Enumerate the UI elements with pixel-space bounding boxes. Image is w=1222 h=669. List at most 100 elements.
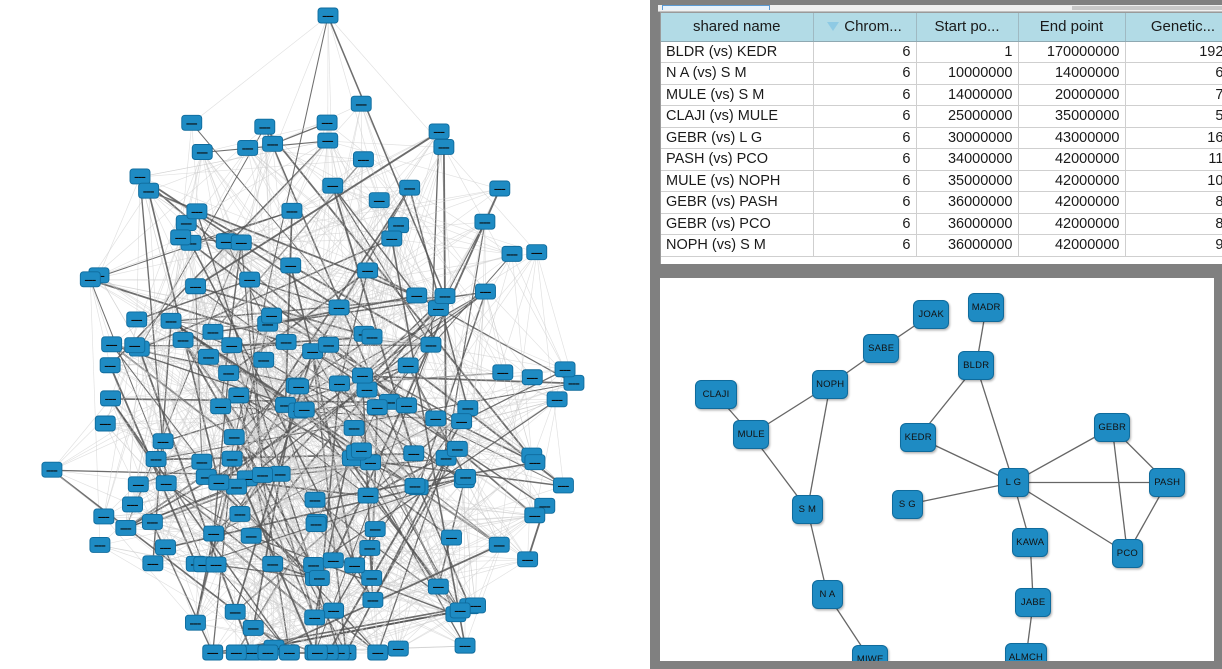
subnetwork-node-gebr[interactable]: GEBR: [1094, 413, 1131, 442]
cell-genetic[interactable]: 10.5: [1125, 170, 1222, 192]
cell-shared_name[interactable]: NOPH (vs) S M: [661, 234, 814, 257]
table-row[interactable]: NOPH (vs) S M636000000420000009.9: [661, 234, 1222, 257]
cell-genetic[interactable]: 7.5: [1125, 84, 1222, 106]
hairball-node[interactable]: [253, 351, 275, 368]
hairball-node[interactable]: [203, 525, 225, 542]
hairball-node[interactable]: [420, 336, 442, 353]
hairball-node[interactable]: [455, 468, 477, 485]
subnetwork-node-joak[interactable]: JOAK: [913, 300, 950, 329]
hairball-node[interactable]: [242, 620, 264, 636]
hairball-node[interactable]: [141, 513, 163, 530]
cell-end_point[interactable]: 42000000: [1018, 234, 1126, 257]
table-row[interactable]: MULE (vs) S M614000000200000007.5: [661, 84, 1222, 106]
hairball-node[interactable]: [138, 182, 160, 199]
hairball-node[interactable]: [524, 507, 546, 524]
hairball-node[interactable]: [350, 442, 372, 459]
hairball-node[interactable]: [425, 410, 447, 427]
hairball-node[interactable]: [387, 640, 409, 657]
cell-genetic[interactable]: 8.9: [1125, 191, 1222, 214]
subnetwork-node-s-m[interactable]: S M: [792, 495, 823, 524]
hairball-node[interactable]: [99, 357, 121, 374]
hairball-node[interactable]: [221, 337, 243, 354]
hairball-node[interactable]: [322, 552, 344, 569]
cell-end_point[interactable]: 43000000: [1018, 127, 1126, 149]
subnetwork-node-kedr[interactable]: KEDR: [900, 423, 937, 452]
hairball-node[interactable]: [318, 336, 340, 353]
hairball-node[interactable]: [350, 95, 372, 112]
hairball-node[interactable]: [262, 135, 284, 152]
hairball-node[interactable]: [361, 328, 383, 345]
horizontal-scrollbar-thumb[interactable]: [1072, 6, 1222, 10]
hairball-node[interactable]: [357, 487, 379, 504]
cell-genetic[interactable]: 16.9: [1125, 127, 1222, 149]
cell-genetic[interactable]: 192.0: [1125, 41, 1222, 63]
subnetwork-node-l-g[interactable]: L G: [998, 468, 1029, 497]
hairball-node[interactable]: [184, 614, 206, 631]
hairball-node[interactable]: [475, 283, 496, 300]
cell-end_point[interactable]: 42000000: [1018, 213, 1126, 235]
hairball-node[interactable]: [229, 506, 251, 522]
hairball-node[interactable]: [305, 516, 327, 532]
hairball-node[interactable]: [501, 245, 523, 262]
hairball-node[interactable]: [208, 474, 230, 491]
hairball-node[interactable]: [89, 536, 111, 553]
cell-shared_name[interactable]: MULE (vs) NOPH: [661, 170, 814, 192]
hairball-node[interactable]: [427, 578, 449, 595]
hairball-node[interactable]: [361, 569, 383, 586]
hairball-node[interactable]: [275, 333, 297, 350]
active-tab-indicator[interactable]: [662, 5, 770, 10]
cell-start_point[interactable]: 35000000: [916, 170, 1019, 192]
hairball-node[interactable]: [191, 453, 213, 470]
cell-chromosome[interactable]: 6: [813, 191, 917, 214]
hairball-node[interactable]: [449, 602, 471, 619]
hairball-node[interactable]: [381, 230, 403, 247]
cell-end_point[interactable]: 35000000: [1018, 105, 1126, 128]
hairball-node[interactable]: [293, 401, 315, 418]
hairball-node[interactable]: [122, 496, 143, 513]
subnetwork-node-almch[interactable]: ALMCH: [1005, 643, 1047, 661]
cell-genetic[interactable]: 6.6: [1125, 62, 1222, 85]
main-network-view[interactable]: ▬▬▬ ▬▬▬ ▬▬▬ ▬▬▬ ▬▬▬ ▬▬▬ ▬▬▬ ▬▬▬ ▬▬▬ ▬▬▬ ▬▬▬ ▬▬▬ ▬▬▬ ▬…: [0, 0, 650, 669]
cell-genetic[interactable]: 8.4: [1125, 213, 1222, 235]
hairball-node[interactable]: [181, 114, 203, 131]
hairball-node[interactable]: [257, 644, 279, 661]
cell-chromosome[interactable]: 6: [813, 84, 917, 106]
hairball-node[interactable]: [357, 262, 379, 279]
subnetwork-node-sabe[interactable]: SABE: [863, 334, 900, 363]
hairball-node[interactable]: [127, 476, 149, 493]
hairball-node[interactable]: [317, 7, 339, 24]
cell-chromosome[interactable]: 6: [813, 170, 917, 192]
subnetwork-node-pco[interactable]: PCO: [1112, 539, 1143, 568]
cell-end_point[interactable]: 170000000: [1018, 41, 1126, 63]
hairball-node[interactable]: [237, 140, 259, 156]
hairball-node[interactable]: [262, 555, 284, 572]
edge-table[interactable]: shared name Chrom... Start po... End poi…: [660, 12, 1222, 264]
hairball-node[interactable]: [492, 364, 514, 381]
hairball-node[interactable]: [155, 475, 177, 492]
hairball-node[interactable]: [126, 311, 148, 328]
hairball-node[interactable]: [316, 114, 338, 131]
hairball-node[interactable]: [524, 454, 546, 471]
table-body[interactable]: BLDR (vs) KEDR61170000000192.0N A (vs) S…: [661, 41, 1222, 257]
hairball-node[interactable]: [93, 508, 115, 525]
hairball-node[interactable]: [397, 357, 419, 374]
hairball-node[interactable]: [152, 433, 174, 450]
cell-end_point[interactable]: 20000000: [1018, 84, 1126, 106]
hairball-node[interactable]: [552, 477, 574, 494]
column-header-genetic[interactable]: Genetic...: [1125, 13, 1222, 42]
hairball-node[interactable]: [364, 521, 386, 538]
column-header-end-point[interactable]: End point: [1018, 13, 1126, 42]
hairball-node[interactable]: [304, 609, 326, 626]
cell-genetic[interactable]: 5.9: [1125, 105, 1222, 128]
hairball-node[interactable]: [406, 287, 428, 304]
hairball-node[interactable]: [306, 644, 328, 661]
hairball-node[interactable]: [454, 637, 476, 654]
cell-start_point[interactable]: 1: [916, 41, 1019, 63]
hairball-node[interactable]: [230, 234, 252, 251]
hairball-node[interactable]: [344, 557, 366, 574]
hairball-node[interactable]: [288, 378, 310, 395]
hairball-node[interactable]: [218, 365, 240, 382]
column-header-chromosome[interactable]: Chrom...: [813, 13, 917, 42]
hairball-node[interactable]: [202, 644, 224, 661]
